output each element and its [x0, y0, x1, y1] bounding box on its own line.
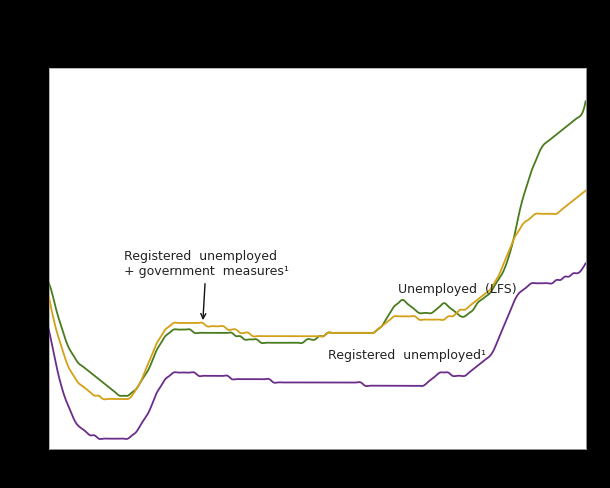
- Text: Unemployed  (LFS): Unemployed (LFS): [398, 283, 517, 296]
- Text: Registered  unemployed¹: Registered unemployed¹: [328, 349, 486, 363]
- Text: Registered  unemployed
+ government  measures¹: Registered unemployed + government measu…: [124, 250, 289, 319]
